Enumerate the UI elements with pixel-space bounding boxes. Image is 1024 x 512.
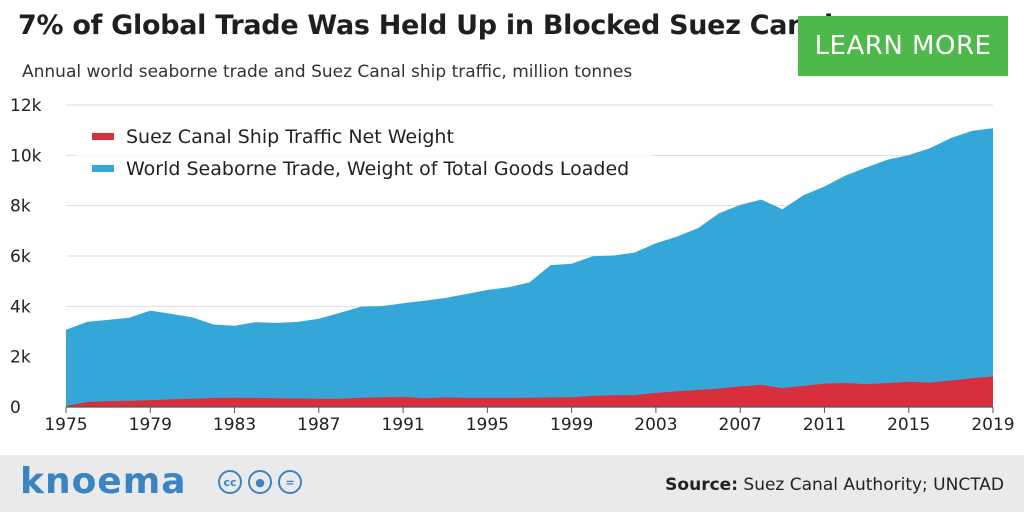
legend-box — [76, 116, 651, 186]
suez-traffic-area — [66, 376, 993, 407]
series-areas — [66, 128, 993, 408]
y-tick-label: 4k — [10, 297, 31, 317]
y-tick-label: 8k — [10, 197, 31, 217]
area-chart: 0 2k 4k 6k 8k 10k 12k 1975 1979 1983 1987 1991 1995… — [10, 96, 1015, 435]
x-tick-label: 1991 — [381, 415, 424, 435]
x-tick-label: 2019 — [971, 415, 1014, 435]
legend-swatch-suez — [92, 133, 114, 140]
legend-swatch-world — [92, 165, 114, 172]
attribution-icon[interactable]: ● — [248, 470, 272, 494]
legend-label-world: World Seaborne Trade, Weight of Total Go… — [126, 158, 629, 180]
cc-icon[interactable]: cc — [218, 470, 242, 494]
y-tick-label: 10k — [10, 146, 42, 166]
learn-more-button[interactable]: LEARN MORE — [798, 16, 1008, 76]
x-tick-label: 2011 — [803, 415, 846, 435]
source-label: Source: — [665, 475, 738, 495]
chart-title: 7% of Global Trade Was Held Up in Blocke… — [18, 10, 833, 41]
y-axis: 0 2k 4k 6k 8k 10k 12k — [10, 96, 42, 418]
x-tick-label: 2015 — [887, 415, 930, 435]
x-tick-label: 1983 — [213, 415, 256, 435]
x-tick-label: 1995 — [466, 415, 509, 435]
y-tick-label: 0 — [10, 398, 21, 418]
y-tick-label: 12k — [10, 96, 42, 116]
x-tick-label: 1987 — [297, 415, 340, 435]
y-tick-label: 6k — [10, 247, 31, 267]
footer-bar: knoema cc ● = Source: Suez Canal Authori… — [0, 455, 1024, 512]
y-tick-label: 2k — [10, 348, 31, 368]
legend: Suez Canal Ship Traffic Net Weight World… — [76, 116, 651, 186]
legend-label-suez: Suez Canal Ship Traffic Net Weight — [126, 126, 454, 148]
license-icons: cc ● = — [218, 470, 302, 494]
source-text: Suez Canal Authority; UNCTAD — [743, 475, 1004, 495]
knoema-logo[interactable]: knoema — [20, 461, 187, 502]
x-tick-label: 1975 — [44, 415, 87, 435]
x-tick-label: 2007 — [719, 415, 762, 435]
x-axis: 1975 1979 1983 1987 1991 1995 1999 2003 2007 2011… — [44, 407, 1015, 435]
source-note: Source: Suez Canal Authority; UNCTAD — [665, 475, 1004, 495]
world-trade-area — [66, 128, 993, 407]
no-derivatives-icon[interactable]: = — [278, 470, 302, 494]
chart-subtitle: Annual world seaborne trade and Suez Can… — [22, 62, 633, 82]
x-tick-label: 2003 — [634, 415, 677, 435]
x-tick-label: 1979 — [129, 415, 172, 435]
x-tick-label: 1999 — [550, 415, 593, 435]
